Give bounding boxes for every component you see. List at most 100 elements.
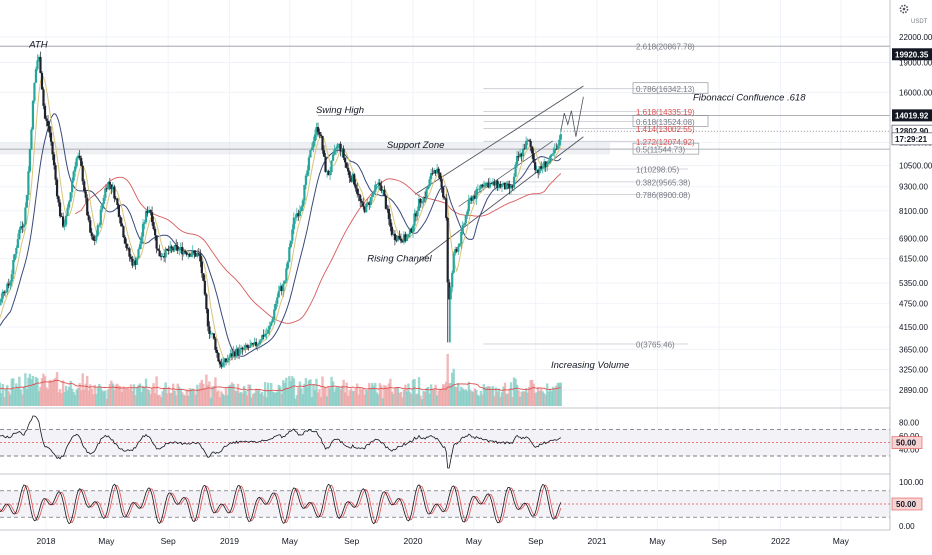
volume-bar: [536, 387, 540, 406]
gear-icon[interactable]: [899, 4, 909, 14]
volume-bar: [92, 394, 95, 406]
candle-body: [315, 127, 318, 135]
volume-bar: [524, 388, 528, 406]
candle-body: [28, 148, 32, 172]
candle-body: [89, 220, 92, 233]
volume-bar: [552, 386, 555, 406]
candle-body: [117, 205, 120, 217]
candle-body: [33, 82, 36, 101]
volume-bar: [182, 394, 185, 406]
candle-body: [264, 333, 267, 337]
volume-bar: [526, 392, 529, 406]
volume-bar: [487, 385, 490, 406]
currency-label: USDT: [911, 19, 928, 25]
volume-bar: [503, 382, 507, 406]
candle-body: [223, 358, 226, 363]
volume-bar: [18, 376, 21, 406]
volume-bar: [547, 391, 550, 406]
volume-bar: [432, 390, 436, 406]
fib-level-label: 0.618(13524.08): [636, 118, 695, 127]
stoch-k-line: [0, 483, 562, 525]
candle-body: [475, 189, 478, 199]
volume-bar: [181, 392, 184, 406]
candle-body: [345, 162, 348, 168]
volume-bar: [447, 383, 451, 406]
candle-body: [90, 232, 93, 237]
price-tick-label: 6150.00: [899, 255, 928, 264]
volume-bar: [446, 354, 449, 406]
fib-level-label: 1(10298.05): [636, 166, 679, 175]
volume-bar: [277, 384, 280, 406]
candle-body: [161, 256, 164, 257]
volume-bar: [336, 386, 339, 406]
candle-body: [460, 231, 463, 244]
volume-bar: [318, 389, 321, 406]
candle-body: [209, 333, 212, 335]
candle-body: [550, 154, 553, 156]
volume-bar: [170, 392, 173, 406]
volume-bar: [220, 391, 223, 406]
candle-body: [137, 249, 140, 259]
volume-bar: [126, 387, 130, 406]
candle-body: [538, 166, 541, 174]
candle-body: [331, 154, 335, 161]
volume-bar: [196, 384, 199, 406]
candle-body: [283, 280, 286, 284]
candle-body: [19, 226, 22, 230]
candle-body: [3, 291, 6, 293]
volume-bar: [200, 379, 204, 406]
volume-bar: [146, 388, 149, 406]
volume-bar: [431, 388, 434, 406]
volume-bar: [147, 390, 151, 406]
candle-body: [57, 196, 60, 203]
volume-bar: [352, 390, 356, 406]
volume-bar: [434, 384, 437, 406]
candle-body: [327, 170, 330, 176]
volume-bar: [39, 386, 42, 406]
candle-body: [184, 251, 187, 253]
candle-body: [470, 197, 473, 201]
rsi-level-badge: 50.00: [896, 439, 917, 448]
candle-body: [436, 168, 439, 174]
candle-body: [242, 347, 246, 350]
volume-bar: [167, 386, 170, 406]
candle-body: [316, 127, 320, 133]
volume-bar: [444, 381, 448, 406]
volume-bar: [532, 383, 535, 406]
annotation-label: Swing High: [316, 105, 364, 116]
volume-bar: [276, 391, 279, 406]
fib-level-label: 1.272(12074.92): [636, 138, 695, 147]
candle-body: [375, 184, 378, 185]
price-badge-label: 17:29:21: [895, 135, 928, 144]
candle-body: [455, 249, 458, 252]
volume-bar: [242, 385, 246, 406]
volume-bar: [244, 390, 247, 406]
candle-body: [494, 180, 498, 186]
candle-body: [529, 140, 532, 147]
candle-body: [553, 148, 556, 154]
volume-bar: [363, 394, 366, 406]
candle-body: [160, 256, 163, 258]
rsi-tick-label: 80.00: [899, 419, 920, 428]
candle-body: [0, 302, 1, 306]
fib-level-label: 0.786(8900.08): [636, 191, 691, 200]
candle-body: [342, 148, 345, 158]
volume-bar: [81, 373, 84, 406]
volume-bar: [374, 382, 377, 406]
volume-bar: [466, 391, 469, 406]
volume-bar: [371, 383, 374, 406]
volume-bar: [63, 391, 66, 406]
candle-body: [393, 233, 396, 240]
volume-bar: [369, 387, 372, 406]
candle-body: [431, 173, 434, 174]
volume-bar: [387, 383, 391, 406]
annotation-label: Fibonacci Confluence .618: [693, 92, 806, 103]
volume-bar: [271, 391, 274, 406]
volume-bar: [209, 397, 213, 406]
candle-body: [167, 250, 170, 252]
candle-body: [292, 217, 295, 230]
candle-body: [417, 198, 421, 211]
